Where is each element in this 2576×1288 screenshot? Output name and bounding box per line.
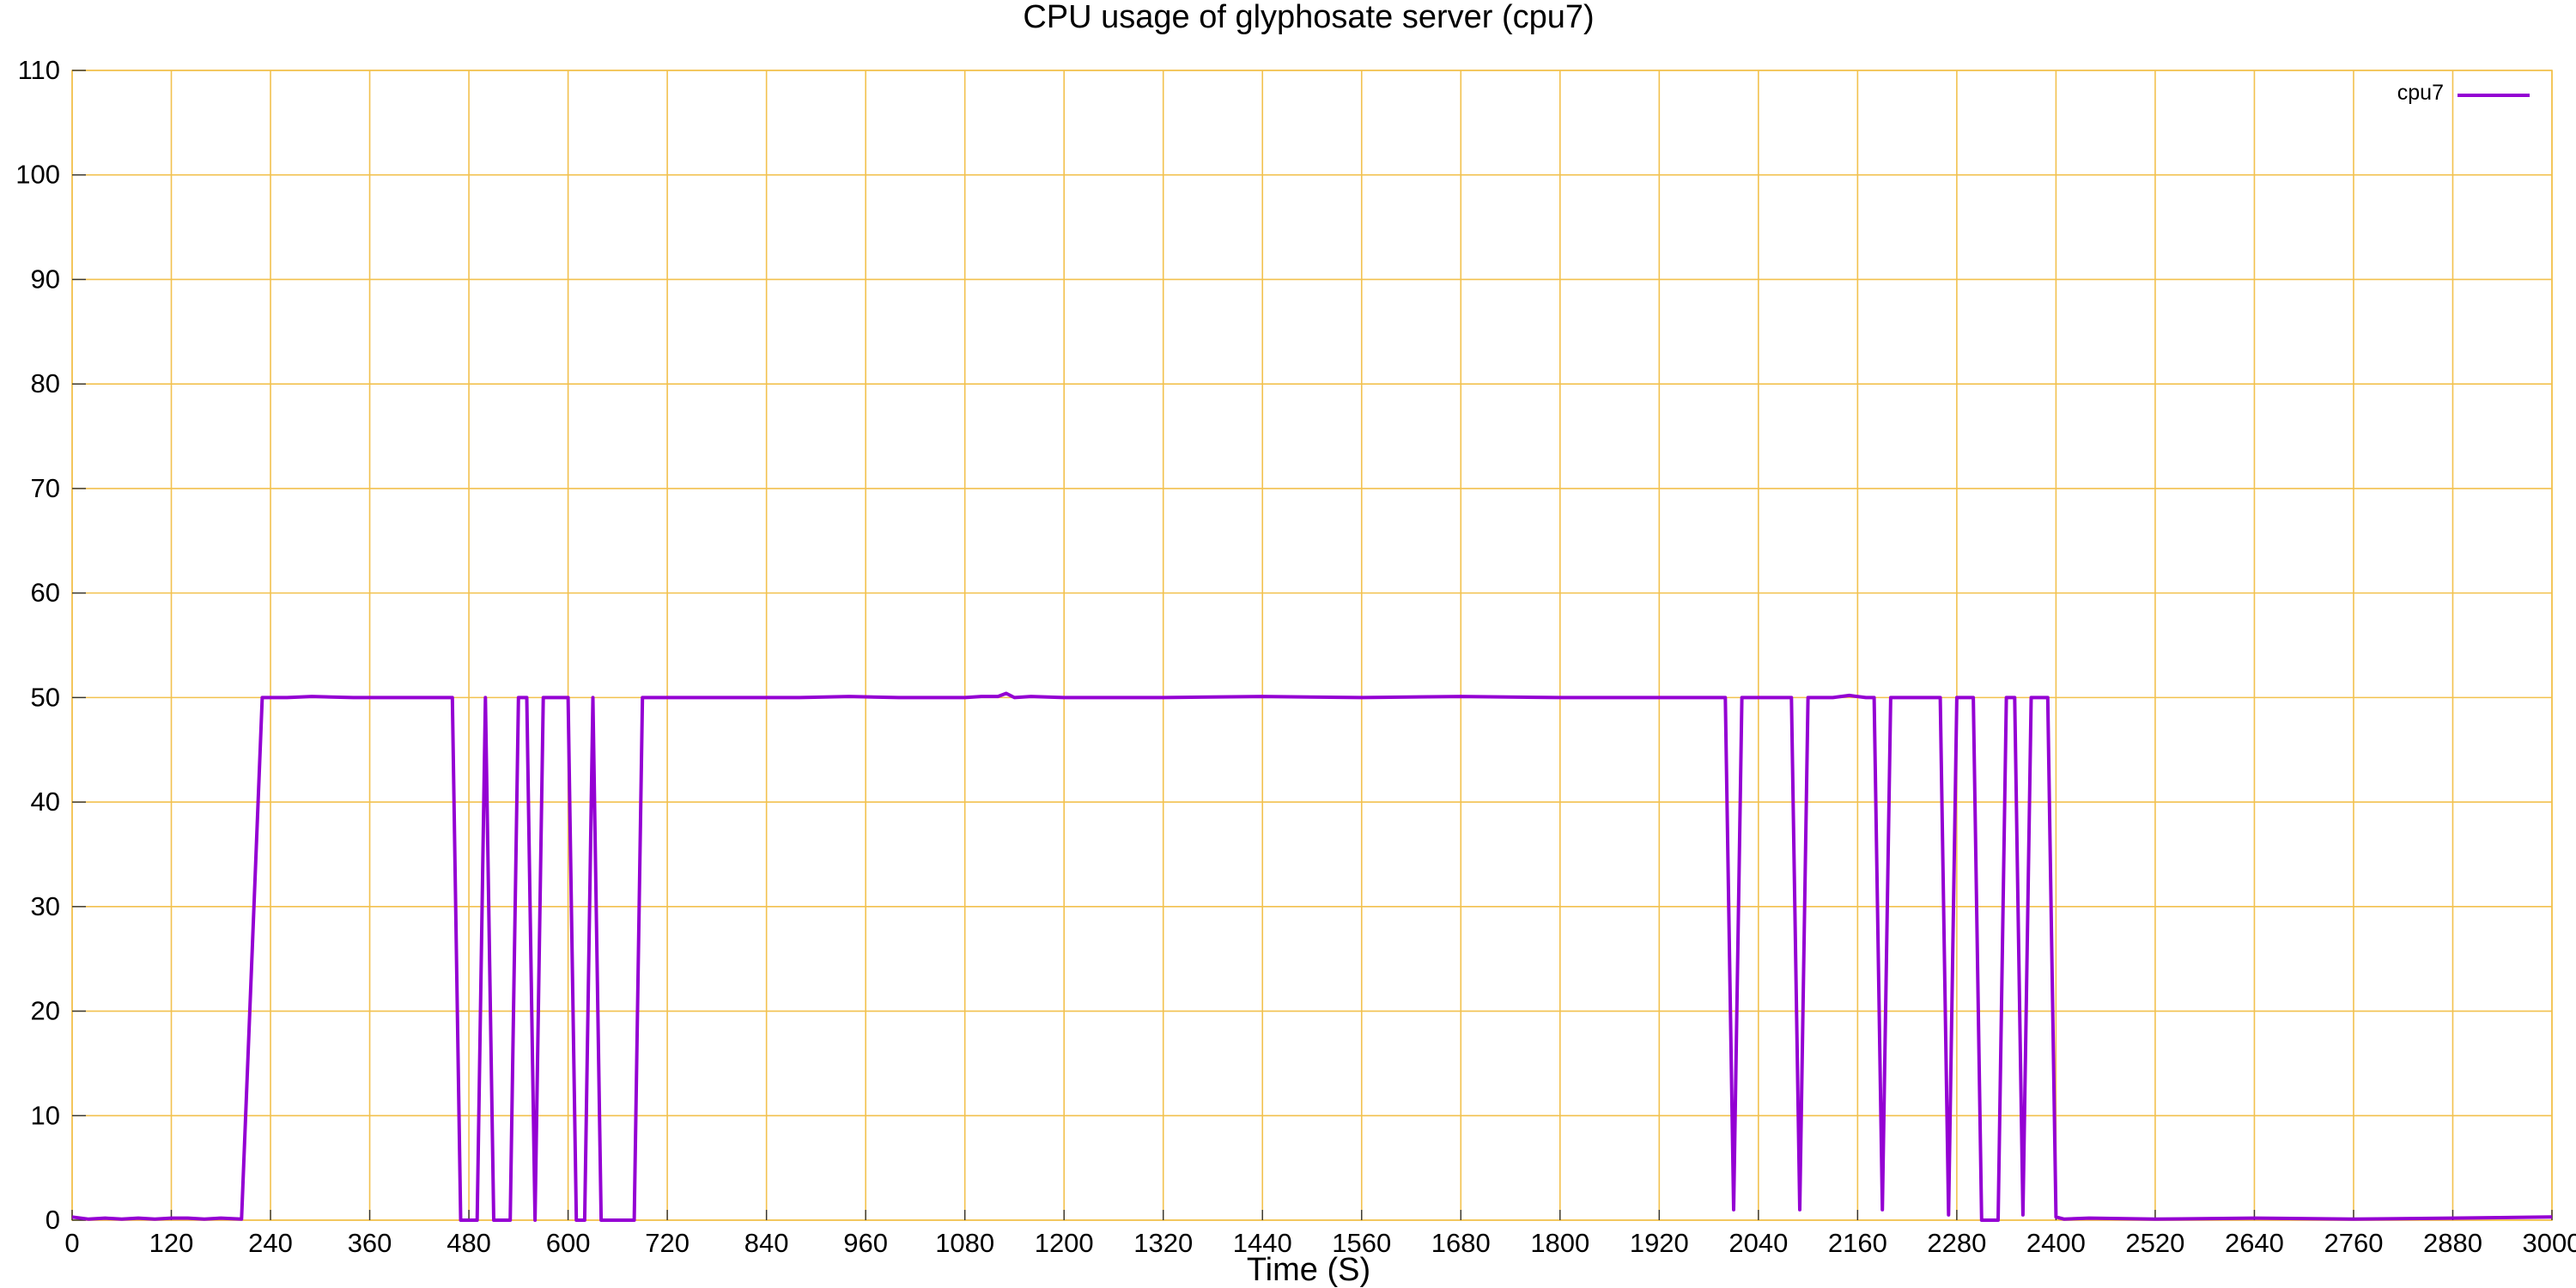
y-tick-label: 50 — [31, 682, 60, 712]
x-tick-label: 2400 — [2026, 1228, 2086, 1258]
x-tick-label: 2880 — [2423, 1228, 2482, 1258]
series-line-cpu7 — [71, 691, 2553, 1222]
y-tick-label: 0 — [46, 1205, 60, 1235]
x-tick-label: 480 — [447, 1228, 491, 1258]
x-tick-label: 1200 — [1035, 1228, 1094, 1258]
y-tick-label: 30 — [31, 891, 60, 921]
x-tick-label: 720 — [645, 1228, 690, 1258]
x-tick-label: 2760 — [2324, 1228, 2383, 1258]
x-tick-label: 1440 — [1233, 1228, 1292, 1258]
y-tick-label: 80 — [31, 368, 60, 398]
grid — [71, 70, 2553, 1221]
x-tick-label: 1920 — [1630, 1228, 1689, 1258]
x-tick-label: 2160 — [1828, 1228, 1887, 1258]
x-tick-label: 840 — [744, 1228, 789, 1258]
y-tick-label: 60 — [31, 578, 60, 608]
y-tick-label: 10 — [31, 1100, 60, 1130]
x-tick-label: 2280 — [1927, 1228, 1986, 1258]
axis-ticks: 0 120 240 360 480 600 720 840 960 1080 1200 1320 144… — [15, 55, 2576, 1258]
x-axis-title: Time (S) — [1247, 1252, 1370, 1288]
x-tick-label: 1800 — [1530, 1228, 1589, 1258]
y-tick-label: 90 — [31, 264, 60, 294]
y-tick-label: 70 — [31, 473, 60, 503]
x-tick-label: 1560 — [1332, 1228, 1391, 1258]
series-layer — [71, 691, 2553, 1222]
x-tick-label: 600 — [546, 1228, 591, 1258]
x-tick-label: 1080 — [935, 1228, 994, 1258]
legend: cpu7 — [2397, 81, 2530, 105]
x-tick-label: 120 — [149, 1228, 194, 1258]
x-tick-label: 960 — [843, 1228, 888, 1258]
plot-frame — [71, 70, 2553, 1221]
x-tick-label: 1320 — [1133, 1228, 1193, 1258]
x-tick-label: 1680 — [1431, 1228, 1491, 1258]
x-tick-label: 360 — [348, 1228, 392, 1258]
x-tick-label: 2520 — [2125, 1228, 2184, 1258]
chart-title: CPU usage of glyphosate server (cpu7) — [1023, 0, 1594, 35]
x-tick-label: 2040 — [1728, 1228, 1788, 1258]
y-tick-label: 40 — [31, 787, 60, 817]
y-tick-label: 110 — [18, 55, 60, 85]
x-tick-label: 240 — [248, 1228, 293, 1258]
x-tick-label: 3000 — [2523, 1228, 2576, 1258]
x-tick-label: 0 — [64, 1228, 79, 1258]
legend-label-cpu7: cpu7 — [2397, 81, 2444, 105]
y-tick-label: 100 — [15, 160, 60, 190]
x-tick-label: 2640 — [2225, 1228, 2284, 1258]
y-tick-label: 20 — [31, 996, 60, 1026]
